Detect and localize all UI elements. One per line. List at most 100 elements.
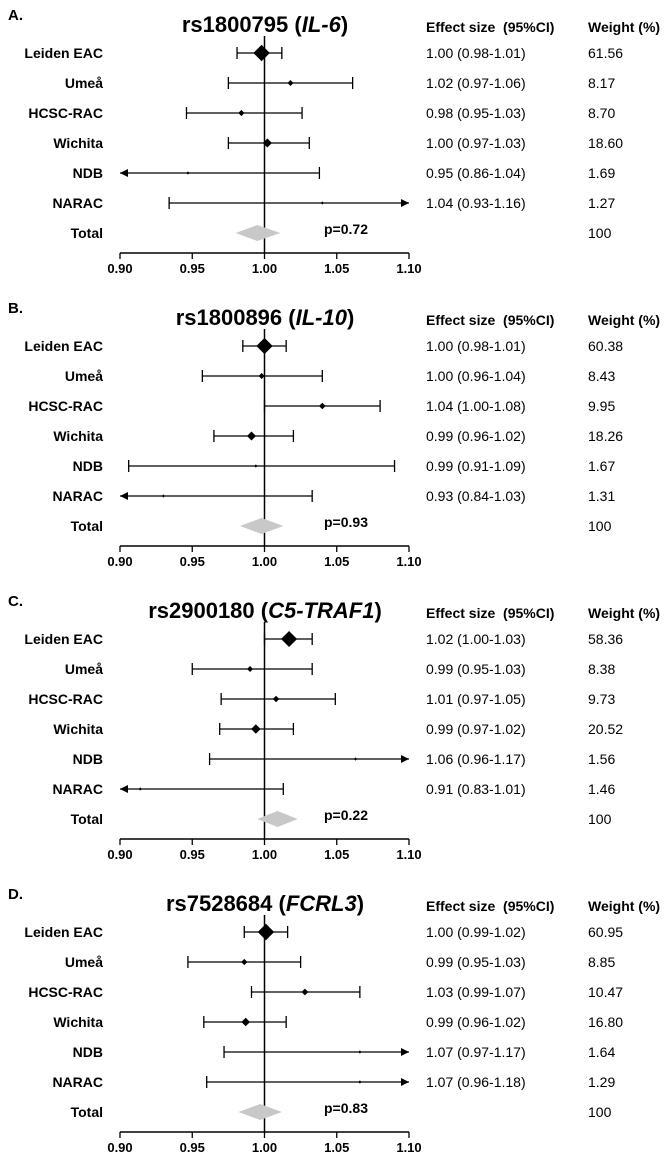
x-tick-label: 0.90 — [107, 847, 132, 862]
effect-size-value: 0.99 (0.96-1.02) — [426, 1014, 526, 1030]
effect-size-value: 1.00 (0.99-1.02) — [426, 924, 526, 940]
weight-value: 1.64 — [588, 1044, 615, 1060]
point-estimate — [358, 1080, 362, 1084]
effect-size-value: 1.00 (0.97-1.03) — [426, 135, 526, 151]
weight-value: 1.29 — [588, 1074, 615, 1090]
weight-value: 1.69 — [588, 165, 615, 181]
p-value: p=0.93 — [324, 514, 368, 530]
title-paren-open: ( — [272, 891, 286, 916]
ci-arrow-left — [120, 169, 128, 177]
effect-size-header: Effect size (95%CI) — [426, 312, 554, 328]
point-estimate — [262, 138, 272, 148]
x-tick-label: 1.00 — [252, 847, 277, 862]
point-estimate — [353, 757, 358, 761]
study-label: Umeå — [65, 368, 103, 384]
point-estimate — [241, 958, 248, 966]
ci-arrow-left — [120, 492, 128, 500]
point-estimate — [251, 724, 261, 734]
forest-panel-a: A. rs1800795 (IL-6) Effect size (95%CI) Wei… — [8, 7, 660, 276]
x-tick-label: 0.95 — [180, 1140, 205, 1155]
study-label: Umeå — [65, 954, 103, 970]
x-tick-label: 1.05 — [324, 1140, 349, 1155]
x-tick-label: 1.05 — [324, 554, 349, 569]
x-tick-label: 1.00 — [252, 1140, 277, 1155]
title-paren-open: ( — [282, 305, 296, 330]
weight-value: 9.73 — [588, 691, 615, 707]
ci-arrow-right — [401, 755, 409, 763]
point-estimate — [272, 695, 280, 703]
point-estimate — [281, 630, 298, 648]
study-label: Leiden EAC — [24, 924, 103, 940]
effect-size-value: 0.93 (0.84-1.03) — [426, 488, 526, 504]
effect-size-value: 1.07 (0.97-1.17) — [426, 1044, 526, 1060]
weight-header: Weight (%) — [588, 605, 660, 621]
p-value: p=0.83 — [324, 1100, 368, 1116]
ci-arrow-right — [401, 1078, 409, 1086]
gene-name: IL-6 — [302, 12, 342, 37]
point-estimate — [161, 494, 165, 498]
x-tick-label: 1.10 — [396, 554, 421, 569]
total-label: Total — [71, 1104, 103, 1120]
title-paren-open: ( — [255, 598, 269, 623]
effect-size-value: 1.04 (1.00-1.08) — [426, 398, 526, 414]
point-estimate — [247, 665, 254, 673]
weight-value: 60.95 — [588, 924, 623, 940]
gene-name: C5-TRAF1 — [268, 598, 374, 623]
study-label: Wichita — [53, 135, 103, 151]
effect-size-header: Effect size (95%CI) — [426, 605, 554, 621]
ci-arrow-right — [401, 199, 409, 207]
pooled-estimate-diamond — [257, 811, 298, 827]
study-label: Umeå — [65, 75, 103, 91]
p-value: p=0.22 — [324, 807, 368, 823]
weight-value: 20.52 — [588, 721, 623, 737]
weight-header: Weight (%) — [588, 898, 660, 914]
weight-value: 8.70 — [588, 105, 615, 121]
title-paren-open: ( — [288, 12, 302, 37]
study-label: NDB — [73, 165, 103, 181]
study-label: NARAC — [52, 1074, 103, 1090]
study-label: Leiden EAC — [24, 45, 103, 61]
effect-size-value: 1.06 (0.96-1.17) — [426, 751, 526, 767]
point-estimate — [241, 1017, 251, 1027]
forest-panel-d: D. rs7528684 (FCRL3) Effect size (95%CI) We… — [8, 886, 660, 1155]
effect-size-value: 0.99 (0.96-1.02) — [426, 428, 526, 444]
total-label: Total — [71, 225, 103, 241]
effect-size-value: 1.00 (0.98-1.01) — [426, 338, 526, 354]
gene-name: IL-10 — [296, 305, 348, 330]
x-tick-label: 1.05 — [324, 261, 349, 276]
effect-size-value: 0.98 (0.95-1.03) — [426, 105, 526, 121]
title-paren-close: ) — [341, 12, 348, 37]
effect-size-value: 1.02 (0.97-1.06) — [426, 75, 526, 91]
study-label: Leiden EAC — [24, 338, 103, 354]
point-estimate — [318, 402, 326, 410]
point-estimate — [254, 464, 258, 468]
panel-letter: B. — [8, 300, 23, 317]
point-estimate — [258, 372, 265, 380]
study-label: NDB — [73, 751, 103, 767]
effect-size-value: 0.99 (0.95-1.03) — [426, 954, 526, 970]
panel-letter: D. — [8, 886, 23, 903]
study-label: HCSC-RAC — [28, 398, 103, 414]
weight-value: 18.26 — [588, 428, 623, 444]
forest-panel-c: C. rs2900180 (C5-TRAF1) Effect size (95%CI… — [8, 593, 660, 862]
point-estimate — [238, 109, 245, 117]
title-paren-close: ) — [374, 598, 381, 623]
effect-size-value: 1.04 (0.93-1.16) — [426, 195, 526, 211]
weight-value: 9.95 — [588, 398, 615, 414]
weight-value: 1.31 — [588, 488, 615, 504]
title-paren-close: ) — [347, 305, 354, 330]
total-weight: 100 — [588, 518, 612, 534]
ci-arrow-right — [401, 1048, 409, 1056]
weight-value: 1.56 — [588, 751, 615, 767]
effect-size-value: 1.01 (0.97-1.05) — [426, 691, 526, 707]
panel-letter: A. — [8, 7, 23, 24]
effect-size-value: 0.99 (0.95-1.03) — [426, 661, 526, 677]
point-estimate — [256, 337, 273, 355]
x-tick-label: 1.10 — [396, 847, 421, 862]
snp-id: rs1800896 — [176, 305, 282, 330]
point-estimate — [138, 787, 142, 791]
x-tick-label: 1.00 — [252, 554, 277, 569]
point-estimate — [301, 988, 309, 996]
x-tick-label: 0.95 — [180, 261, 205, 276]
